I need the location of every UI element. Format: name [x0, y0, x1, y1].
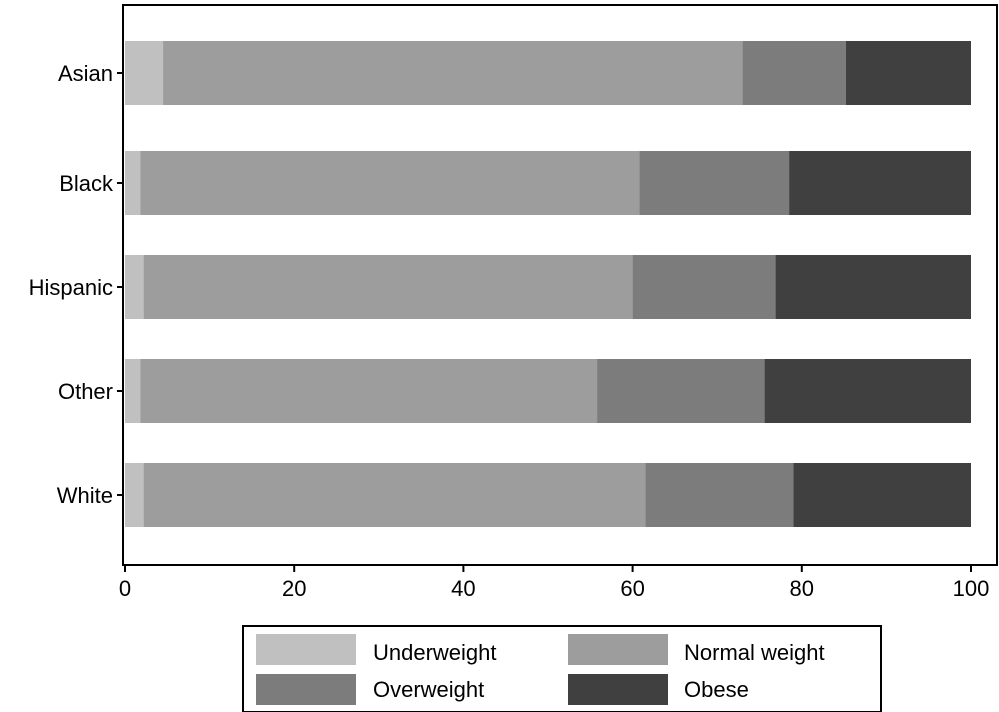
bar-segment-hispanic-obese: [775, 255, 971, 319]
bar-segment-hispanic-overweight: [632, 255, 776, 319]
legend-label-overweight: Overweight: [373, 677, 484, 702]
category-label-black: Black: [59, 171, 114, 196]
category-label-other: Other: [58, 379, 113, 404]
legend-swatch-normal-weight: [568, 634, 668, 665]
bar-segment-asian-obese: [845, 41, 971, 105]
x-tick-label-0: 0: [119, 576, 131, 601]
x-tick-label-100: 100: [953, 576, 990, 601]
bar-segment-black-underweight: [125, 151, 141, 215]
bar-segment-white-underweight: [125, 463, 144, 527]
x-axis: 0 20 40 60 80 100: [119, 565, 989, 601]
bar-segment-other-obese: [764, 359, 971, 423]
bar-segment-other-overweight: [597, 359, 765, 423]
legend: Underweight Normal weight Overweight Obese: [242, 625, 882, 712]
legend-label-normal-weight: Normal weight: [684, 640, 825, 665]
x-tick-label-60: 60: [620, 576, 644, 601]
plot-frame: [122, 4, 998, 566]
bar-segment-asian-underweight: [125, 41, 164, 105]
x-tick-label-20: 20: [282, 576, 306, 601]
bar-segment-white-normal-weight: [143, 463, 646, 527]
bar-segment-asian-overweight: [742, 41, 846, 105]
legend-label-obese: Obese: [684, 677, 749, 702]
legend-swatch-obese: [568, 674, 668, 705]
bar-segment-asian-normal-weight: [163, 41, 743, 105]
bars-group: [125, 41, 971, 527]
bar-segment-hispanic-underweight: [125, 255, 144, 319]
bar-segment-black-normal-weight: [140, 151, 640, 215]
category-label-hispanic: Hispanic: [29, 275, 113, 300]
legend-swatch-overweight: [256, 674, 356, 705]
x-tick-label-80: 80: [790, 576, 814, 601]
category-labels: Asian Black Hispanic Other White: [29, 61, 123, 508]
legend-swatch-underweight: [256, 634, 356, 665]
x-tick-label-40: 40: [451, 576, 475, 601]
bar-segment-other-underweight: [125, 359, 141, 423]
plot-border: [122, 4, 998, 566]
category-label-white: White: [57, 483, 113, 508]
bar-segment-black-obese: [789, 151, 971, 215]
bar-segment-white-overweight: [645, 463, 794, 527]
bar-segment-white-obese: [793, 463, 971, 527]
bar-segment-black-overweight: [639, 151, 790, 215]
bar-segment-other-normal-weight: [140, 359, 598, 423]
category-label-asian: Asian: [58, 61, 113, 86]
bar-segment-hispanic-normal-weight: [143, 255, 633, 319]
legend-label-underweight: Underweight: [373, 640, 497, 665]
